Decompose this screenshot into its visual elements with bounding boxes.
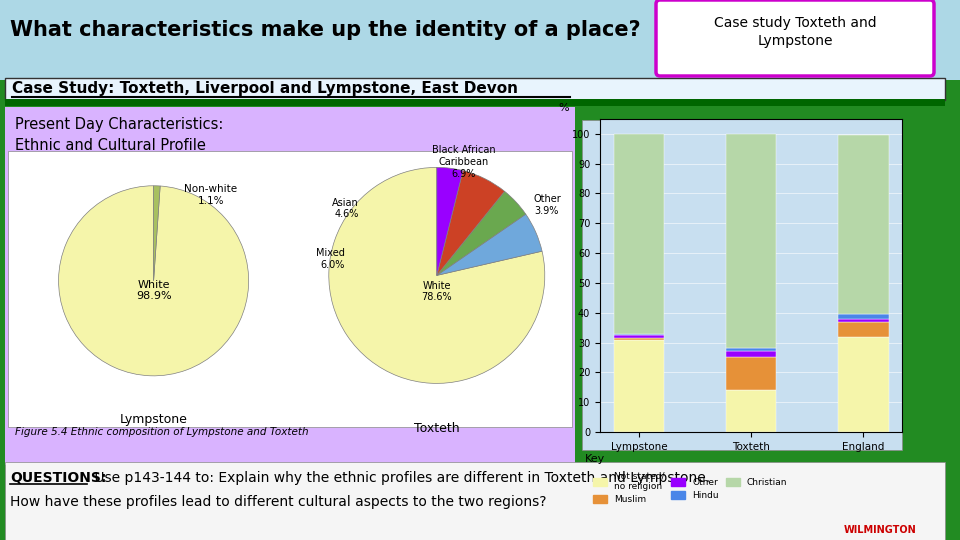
Bar bbox=[838, 135, 889, 314]
Wedge shape bbox=[437, 167, 463, 275]
Text: Case study Toxteth and
Lympstone: Case study Toxteth and Lympstone bbox=[713, 16, 876, 48]
FancyBboxPatch shape bbox=[656, 0, 934, 76]
Text: White
98.9%: White 98.9% bbox=[135, 280, 172, 301]
FancyBboxPatch shape bbox=[5, 107, 575, 465]
Text: Ethnic and Cultural Profile: Ethnic and Cultural Profile bbox=[15, 138, 205, 152]
Text: Use p143-144 to: Explain why the ethnic profiles are different in Toxteth and Ly: Use p143-144 to: Explain why the ethnic … bbox=[90, 471, 710, 485]
Text: Case Study: Toxteth, Liverpool and Lympstone, East Devon: Case Study: Toxteth, Liverpool and Lymps… bbox=[12, 82, 518, 97]
Text: Black African
Caribbean
6.9%: Black African Caribbean 6.9% bbox=[432, 145, 495, 179]
Text: Asian
4.6%: Asian 4.6% bbox=[332, 198, 359, 219]
Text: White
78.6%: White 78.6% bbox=[421, 281, 452, 302]
Legend: Not stated/
no religion, Muslim, Other, Hindu, Christian: Not stated/ no religion, Muslim, Other, … bbox=[589, 468, 791, 508]
Text: How have these profiles lead to different cultural aspects to the two regions?: How have these profiles lead to differen… bbox=[10, 495, 546, 509]
Text: Key: Key bbox=[585, 454, 605, 464]
Text: Other
3.9%: Other 3.9% bbox=[534, 194, 562, 216]
Bar bbox=[838, 322, 889, 336]
Text: What characteristics make up the identity of a place?: What characteristics make up the identit… bbox=[10, 20, 640, 40]
FancyBboxPatch shape bbox=[582, 120, 902, 450]
Text: QUESTIONS:: QUESTIONS: bbox=[10, 471, 107, 485]
Bar bbox=[838, 319, 889, 322]
Bar bbox=[726, 357, 777, 390]
Text: Mixed
6.0%: Mixed 6.0% bbox=[316, 248, 345, 270]
Bar bbox=[613, 134, 664, 334]
FancyBboxPatch shape bbox=[5, 462, 945, 540]
Wedge shape bbox=[59, 186, 249, 376]
FancyBboxPatch shape bbox=[5, 99, 945, 106]
Bar bbox=[726, 352, 777, 357]
Bar bbox=[613, 335, 664, 338]
Wedge shape bbox=[437, 171, 505, 275]
FancyBboxPatch shape bbox=[5, 78, 945, 100]
Bar bbox=[838, 314, 889, 319]
Bar bbox=[726, 134, 777, 348]
Text: Non-white
1.1%: Non-white 1.1% bbox=[184, 185, 237, 206]
Bar bbox=[613, 334, 664, 335]
Wedge shape bbox=[329, 167, 544, 383]
Text: WILMINGTON: WILMINGTON bbox=[844, 525, 917, 535]
Title: Toxteth: Toxteth bbox=[414, 422, 460, 435]
FancyBboxPatch shape bbox=[8, 151, 572, 427]
Wedge shape bbox=[437, 191, 526, 275]
Text: Present Day Characteristics:: Present Day Characteristics: bbox=[15, 118, 224, 132]
Bar bbox=[838, 336, 889, 432]
Bar bbox=[726, 348, 777, 352]
Title: Lympstone: Lympstone bbox=[120, 413, 187, 427]
FancyBboxPatch shape bbox=[0, 0, 960, 80]
Wedge shape bbox=[154, 186, 160, 281]
Text: Figure 5.4 Ethnic composition of Lympstone and Toxteth: Figure 5.4 Ethnic composition of Lympsto… bbox=[15, 427, 308, 437]
Wedge shape bbox=[437, 214, 542, 275]
Bar bbox=[726, 390, 777, 432]
Bar bbox=[613, 340, 664, 432]
Y-axis label: %: % bbox=[559, 103, 569, 112]
Bar bbox=[613, 338, 664, 340]
